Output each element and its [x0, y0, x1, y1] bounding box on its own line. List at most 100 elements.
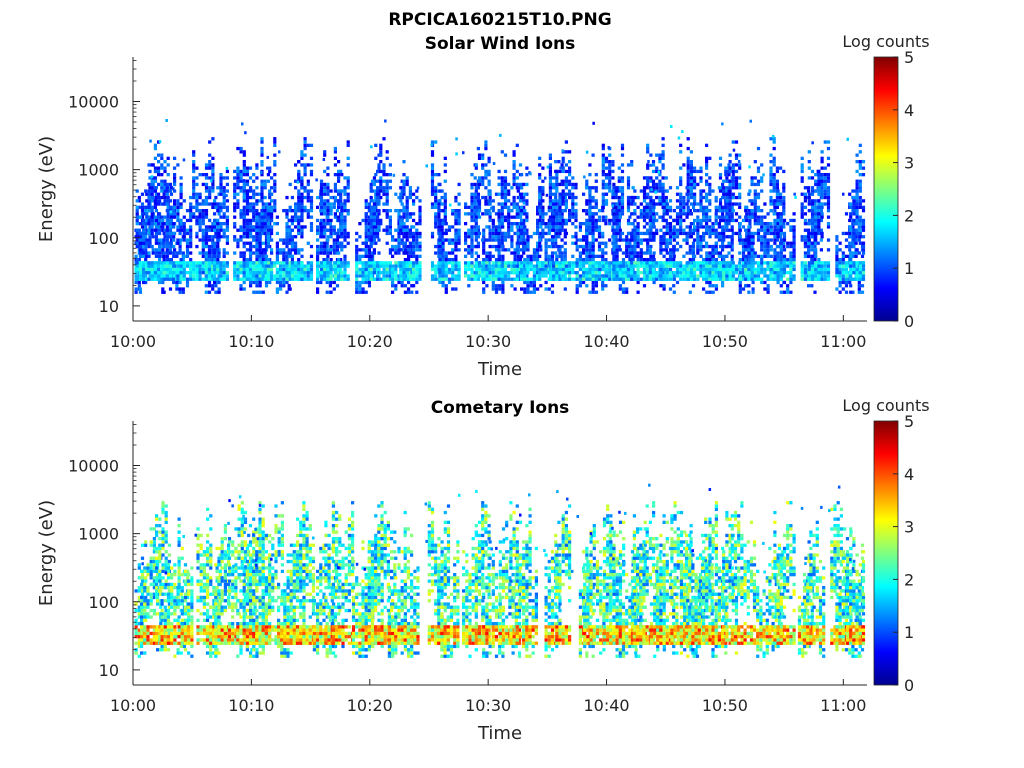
spectrogram-cell	[239, 228, 243, 232]
spectrogram-cell	[198, 209, 202, 213]
spectrogram-cell	[216, 271, 220, 275]
spectrogram-cell	[408, 261, 412, 265]
spectrogram-cell	[263, 271, 267, 275]
spectrogram-cell	[173, 189, 177, 193]
spectrogram-cell	[399, 199, 403, 203]
spectrogram-cell	[555, 176, 559, 180]
spectrogram-cell	[588, 222, 592, 226]
spectrogram-cell	[394, 251, 398, 255]
spectrogram-cell	[574, 241, 578, 245]
spectrogram-cell	[135, 218, 139, 223]
spectrogram-cell	[182, 231, 186, 236]
spectrogram-cell	[260, 271, 264, 275]
spectrogram-cell	[571, 212, 575, 216]
spectrogram-cell	[481, 163, 485, 167]
spectrogram-cell	[316, 290, 320, 294]
spectrogram-cell	[160, 179, 164, 183]
figure-title: RPCICA160215T10.PNG	[388, 10, 611, 30]
spectrogram-cell	[248, 267, 253, 272]
spectrogram-cell	[248, 274, 253, 278]
spectrogram-cell	[564, 264, 568, 268]
spectrogram-cell	[252, 205, 256, 209]
spectrogram-cell	[488, 202, 492, 206]
spectrogram-cell	[520, 205, 524, 209]
spectrogram-cell	[192, 153, 196, 157]
spectrogram-cell	[175, 280, 179, 285]
spectrogram-cell	[346, 179, 350, 183]
spectrogram-cell	[135, 267, 139, 272]
spectrogram-cell	[201, 261, 205, 265]
spectrogram-cell	[620, 195, 625, 200]
spectrogram-cell	[617, 205, 621, 209]
spectrogram-cell	[560, 212, 564, 216]
spectrogram-cell	[588, 277, 592, 281]
spectrogram-cell	[369, 186, 373, 190]
spectrogram-cell	[211, 222, 215, 226]
spectrogram-cell	[138, 215, 142, 219]
spectrogram-cell	[659, 238, 663, 242]
spectrogram-cell	[346, 277, 350, 281]
spectrogram-cell	[408, 186, 412, 190]
spectrogram-cell	[337, 176, 341, 180]
spectrogram-cell	[145, 192, 149, 196]
spectrogram-cell	[558, 264, 562, 268]
spectrogram-cell	[252, 228, 256, 232]
spectrogram-cell	[385, 199, 389, 203]
spectrogram-cell	[179, 264, 183, 268]
spectrogram-cell	[682, 238, 686, 242]
spectrogram-cell	[201, 248, 205, 252]
spectrogram-cell	[294, 209, 298, 213]
spectrogram-cell	[541, 231, 545, 236]
spectrogram-cell	[340, 215, 344, 219]
spectrogram-cell	[618, 274, 622, 278]
spectrogram-cell	[287, 274, 291, 278]
spectrogram-cell	[266, 179, 270, 183]
spectrogram-cell	[591, 195, 595, 200]
spectrogram-cell	[252, 280, 256, 285]
spectrogram-cell	[239, 225, 243, 229]
spectrogram-cell	[470, 238, 474, 242]
spectrogram-cell	[216, 248, 220, 252]
spectrogram-cell	[477, 264, 482, 268]
spectrogram-cell	[165, 248, 169, 252]
spectrogram-cell	[163, 186, 167, 190]
spectrogram-cell	[604, 222, 608, 226]
spectrogram-cell	[488, 254, 492, 258]
spectrogram-cell	[611, 241, 615, 245]
spectrogram-cell	[245, 192, 249, 196]
spectrogram-cell	[649, 215, 653, 219]
spectrogram-cell	[213, 244, 217, 249]
spectrogram-cell	[377, 163, 381, 167]
spectrogram-cell	[539, 267, 543, 272]
spectrogram-cell	[451, 277, 455, 281]
spectrogram-cell	[192, 179, 196, 183]
spectrogram-cell	[512, 264, 516, 268]
spectrogram-cell	[558, 277, 562, 281]
spectrogram-cell	[176, 267, 180, 272]
spectrogram-cell	[268, 169, 272, 174]
spectrogram-cell	[322, 218, 326, 223]
spectrogram-cell	[207, 258, 212, 262]
spectrogram-cell	[213, 254, 217, 258]
spectrogram-cell	[142, 238, 146, 242]
spectrogram-cell	[185, 244, 190, 249]
spectrogram-cell	[211, 264, 215, 268]
spectrogram-cell	[300, 261, 304, 265]
spectrogram-cell	[399, 186, 403, 190]
spectrogram-cell	[544, 280, 548, 285]
spectrogram-cell	[147, 261, 151, 265]
spectrogram-cell	[571, 264, 575, 268]
spectrogram-cell	[258, 267, 262, 272]
spectrogram-cell	[153, 199, 157, 203]
spectrogram-cell	[233, 182, 237, 187]
spectrogram-cell	[367, 231, 371, 236]
spectrogram-cell	[467, 267, 471, 272]
spectrogram-cell	[204, 225, 209, 229]
spectrogram-cell	[597, 277, 602, 281]
spectrogram-cell	[282, 261, 286, 265]
spectrogram-cell	[672, 225, 676, 229]
spectrogram-cell	[372, 271, 376, 275]
spectrogram-cell	[165, 244, 169, 249]
spectrogram-cell	[372, 231, 376, 236]
spectrogram-cell	[615, 202, 619, 206]
